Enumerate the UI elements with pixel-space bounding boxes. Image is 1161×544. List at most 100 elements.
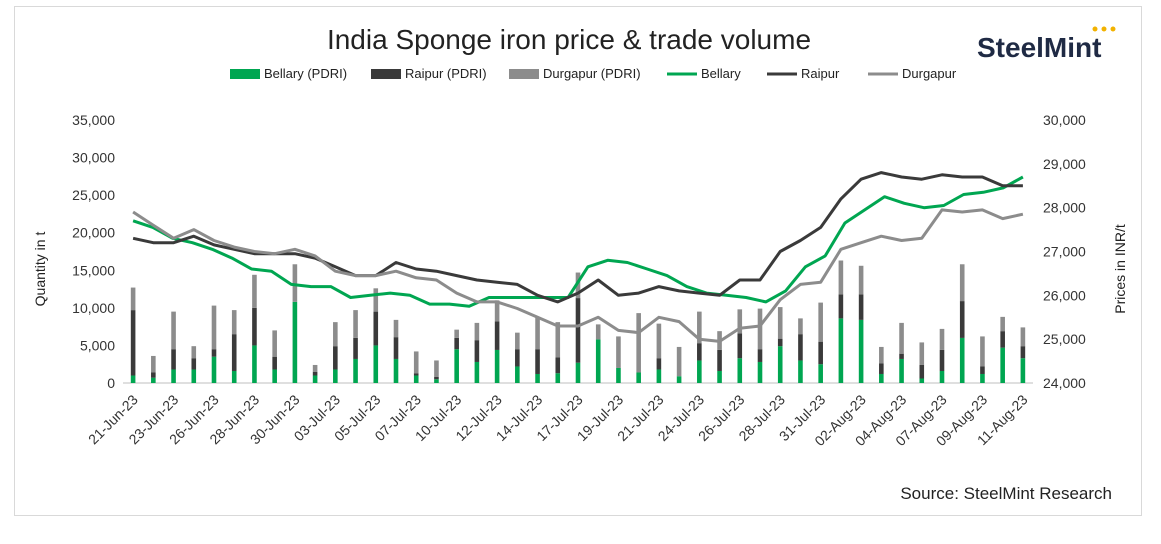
logo-dot <box>1110 26 1116 32</box>
legend: Bellary (PDRI) Raipur (PDRI) Durgapur (PDR… <box>230 66 957 81</box>
bar-segment <box>413 351 419 374</box>
bar-segment <box>858 294 864 320</box>
series-line <box>132 208 1024 343</box>
bar-segment <box>798 360 803 383</box>
bar-segment <box>697 360 702 383</box>
bar-segment <box>312 371 318 376</box>
bar-segment <box>535 317 540 350</box>
bar-segment <box>393 358 399 383</box>
bar-segment <box>474 340 480 362</box>
bar-segment <box>858 265 864 295</box>
bar-segment <box>211 349 217 357</box>
bar-segment <box>636 313 641 373</box>
bar-segment <box>211 305 217 350</box>
bar-segment <box>454 329 459 338</box>
bar-segment <box>353 337 358 359</box>
bar-segment <box>656 369 662 383</box>
bar-segment <box>595 339 601 383</box>
bar-segment <box>737 333 743 359</box>
bar-segment <box>454 337 459 350</box>
bar-segment <box>575 362 581 383</box>
bar-segment <box>555 322 561 358</box>
y2-tick-label: 30,000 <box>1043 112 1086 128</box>
y-tick-label: 20,000 <box>72 225 115 241</box>
y-tick-label: 5,000 <box>80 337 115 353</box>
bar-segment <box>919 364 925 379</box>
bar-segment <box>151 355 156 373</box>
bar-segment <box>535 349 540 374</box>
bar-segment <box>838 318 844 383</box>
legend-label: Raipur <box>801 66 840 81</box>
bar-segment <box>130 287 136 311</box>
bar-segment <box>171 311 176 350</box>
bar-segment <box>252 274 257 308</box>
legend-swatch <box>371 69 401 79</box>
y2-tick-label: 27,000 <box>1043 244 1086 260</box>
bar-segment <box>717 349 722 371</box>
bar-segment <box>676 346 682 377</box>
bar-segment <box>231 334 237 371</box>
bar-segment <box>434 360 439 377</box>
bar-segment <box>312 364 318 372</box>
bar-segment <box>1000 347 1005 383</box>
bar-segment <box>858 319 864 383</box>
bar-segment <box>130 375 136 383</box>
bar-segment <box>879 363 884 374</box>
bar-segment <box>798 318 803 335</box>
bar-segment <box>151 377 156 383</box>
y2-tick-label: 26,000 <box>1043 287 1086 303</box>
bar-segment <box>757 349 763 362</box>
bar-segment <box>171 369 176 383</box>
series-line <box>132 175 1024 308</box>
bar-segment <box>980 336 985 367</box>
bar-segment <box>1000 316 1005 332</box>
bar-segment <box>798 334 803 361</box>
bar-segment <box>454 349 459 383</box>
legend-swatch <box>230 69 260 79</box>
bar-segment <box>879 346 884 364</box>
bar-segment <box>373 288 379 312</box>
bar-segment <box>474 322 480 341</box>
bar-segment <box>393 337 399 359</box>
bar-segment <box>272 356 277 370</box>
legend-label: Bellary <box>701 66 741 81</box>
bar-segment <box>838 294 844 319</box>
legend-label: Durgapur (PDRI) <box>543 66 641 81</box>
bar-segment <box>656 358 662 370</box>
y-tick-label: 10,000 <box>72 300 115 316</box>
bar-segment <box>616 336 621 368</box>
y-tick-label: 15,000 <box>72 262 115 278</box>
y-axis-label: Quantity in t <box>32 232 48 307</box>
bar-segment <box>1020 358 1026 383</box>
bar-segment <box>939 349 945 371</box>
bar-segment <box>333 322 338 347</box>
bar-segment <box>292 301 298 383</box>
bar-segment <box>818 302 823 342</box>
lines <box>132 171 1024 343</box>
y2-tick-label: 29,000 <box>1043 156 1086 172</box>
y-tick-label: 25,000 <box>72 187 115 203</box>
bar-segment <box>353 358 358 383</box>
bar-segment <box>515 349 520 367</box>
bar-segment <box>373 311 379 346</box>
bar-segment <box>959 264 965 302</box>
bar-segment <box>272 330 277 357</box>
bar-segment <box>939 328 945 350</box>
bar-segment <box>393 319 399 338</box>
bar-segment <box>879 373 884 383</box>
bar-segment <box>777 307 783 339</box>
bar-segment <box>899 353 904 359</box>
logo-dot <box>1101 26 1107 32</box>
bar-segment <box>151 372 156 378</box>
source-text: Source: SteelMint Research <box>900 484 1112 503</box>
bar-segment <box>333 346 338 370</box>
bar-segment <box>959 301 965 338</box>
chart-title: India Sponge iron price & trade volume <box>327 24 811 55</box>
bar-segment <box>919 342 925 365</box>
bar-segment <box>191 358 197 370</box>
bar-segment <box>899 358 904 383</box>
bar-segment <box>373 345 379 383</box>
bar-segment <box>757 308 763 350</box>
bar-segment <box>494 321 500 350</box>
bar-segment <box>312 375 318 383</box>
